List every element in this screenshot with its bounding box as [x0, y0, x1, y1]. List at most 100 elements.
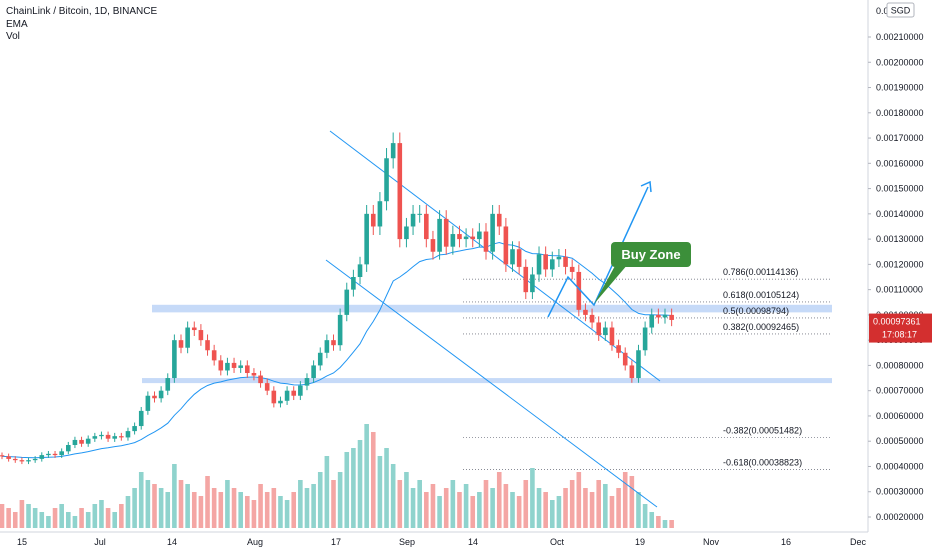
- volume-bar: [211, 488, 217, 528]
- volume-bar: [298, 480, 303, 528]
- volume-bar: [543, 492, 548, 528]
- last-price-label: 0.00097361: [873, 317, 921, 327]
- candle-body: [457, 234, 462, 240]
- volume-bar: [317, 472, 323, 528]
- candle-body: [616, 345, 621, 353]
- volume-bar: [609, 496, 615, 528]
- volume-bar: [32, 508, 38, 528]
- candle-body: [66, 445, 71, 452]
- candle-body: [178, 340, 184, 348]
- candle-body: [26, 460, 31, 462]
- fib-label: 0.786(0.00114136): [723, 267, 798, 277]
- candle-body: [496, 213, 502, 227]
- volume-bar: [225, 480, 230, 528]
- candle-body: [271, 390, 277, 404]
- volume-bar: [569, 480, 575, 528]
- candle-body: [205, 340, 210, 351]
- candle-body: [85, 438, 91, 444]
- volume-bar: [291, 492, 297, 528]
- price-tick-label: 0.00050000: [876, 436, 924, 446]
- candle-body: [470, 236, 476, 240]
- price-tick-label: 0.00200000: [876, 57, 924, 67]
- candle-body: [238, 365, 243, 368]
- volume-bar: [79, 508, 84, 528]
- volume-bar: [450, 480, 456, 528]
- candle-body: [463, 236, 469, 240]
- candle-body: [384, 158, 389, 202]
- candle-body: [404, 226, 409, 240]
- volume-bar: [457, 492, 462, 528]
- volume-bar: [662, 520, 668, 528]
- volume-bar: [470, 496, 476, 528]
- volume-bar: [59, 504, 64, 528]
- volume-bar: [112, 512, 118, 528]
- candle-body: [138, 410, 144, 427]
- volume-bar: [576, 472, 582, 528]
- volume-bar: [191, 492, 197, 528]
- volume-bar: [523, 480, 529, 528]
- volume-bar: [583, 488, 588, 528]
- price-tick-label-partial: 0.0: [876, 6, 889, 16]
- volume-bar: [205, 476, 210, 528]
- candle-body: [351, 277, 356, 290]
- volume-bar: [384, 448, 389, 528]
- time-tick-label: 14: [167, 537, 177, 547]
- volume-bar: [629, 476, 635, 528]
- candle-body: [12, 458, 18, 461]
- candle-body: [59, 451, 64, 456]
- volume-bar: [258, 484, 263, 528]
- volume-bar: [357, 440, 363, 528]
- volume-bar: [337, 472, 343, 528]
- price-tick-label: 0.00060000: [876, 411, 924, 421]
- candle-body: [656, 314, 661, 318]
- buy-zone-callout: Buy Zone: [594, 242, 691, 304]
- volume-bar: [370, 432, 376, 528]
- candle-body: [364, 213, 369, 265]
- time-tick-label: 15: [17, 537, 27, 547]
- price-tick-label: 0.00130000: [876, 234, 924, 244]
- volume-bar: [72, 516, 78, 528]
- last-price-tag: [869, 313, 932, 343]
- volume-bar: [331, 480, 336, 528]
- volume-bar: [417, 480, 422, 528]
- candle-body: [231, 362, 237, 368]
- candle-body: [516, 249, 522, 267]
- volume-bar: [377, 456, 383, 528]
- volume-bar: [145, 480, 151, 528]
- volume-bar: [443, 488, 449, 528]
- volume-bar: [324, 456, 330, 528]
- candle-body: [649, 314, 655, 328]
- volume-bar: [351, 448, 356, 528]
- candle-body: [191, 327, 197, 331]
- candle-body: [583, 309, 588, 315]
- volume-bar: [430, 484, 436, 528]
- volume-bar: [251, 500, 257, 528]
- volume-indicator-label[interactable]: Vol: [6, 31, 20, 42]
- time-tick-label: Aug: [247, 537, 263, 547]
- candle-body: [152, 395, 157, 399]
- countdown-label: 17:08:17: [882, 330, 917, 340]
- fib-label: 0.5(0.00098794): [723, 306, 789, 316]
- volume-bar: [516, 496, 522, 528]
- volume-bar: [39, 512, 45, 528]
- buy-zone-label: Buy Zone: [621, 247, 680, 262]
- ema-indicator-label[interactable]: EMA: [6, 19, 28, 30]
- price-tick-label: 0.00110000: [876, 285, 923, 295]
- candle-body: [669, 314, 674, 320]
- volume-bar: [649, 512, 655, 528]
- currency-label: SGD: [891, 6, 911, 16]
- volume-bar: [271, 488, 277, 528]
- candle-body: [125, 431, 131, 438]
- candle-body: [6, 456, 11, 459]
- candle-body: [417, 213, 422, 215]
- candle-body: [225, 362, 230, 371]
- volume-bar: [311, 484, 316, 528]
- volume-bar: [264, 492, 270, 528]
- volume-bar: [410, 488, 416, 528]
- price-axis: 0.00210000 0.00200000 0.00190000 0.00180000…: [867, 0, 932, 532]
- volume-bar: [99, 500, 104, 528]
- volume-bar: [0, 504, 5, 528]
- candle-body: [636, 350, 641, 379]
- volume-bar: [616, 488, 621, 528]
